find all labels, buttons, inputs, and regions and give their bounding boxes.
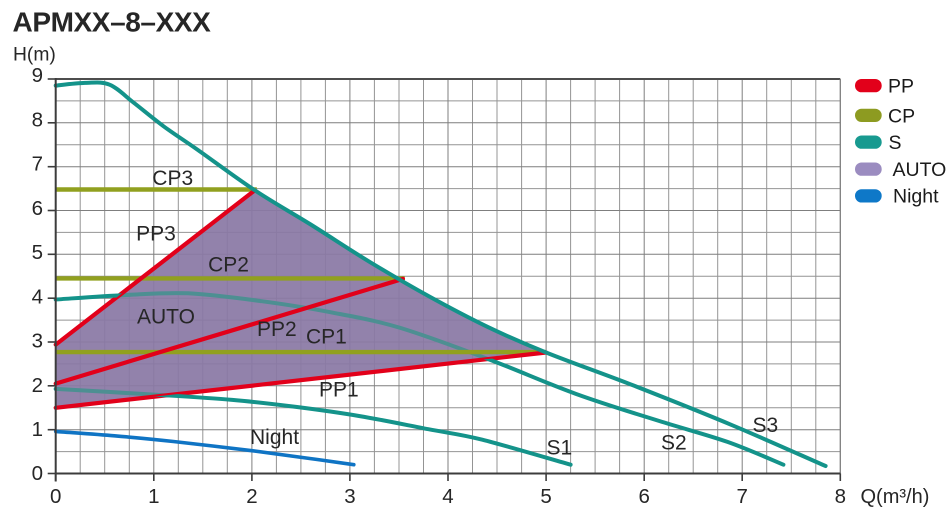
svg-text:0: 0	[32, 462, 43, 485]
svg-text:S2: S2	[661, 432, 687, 455]
svg-text:CP2: CP2	[208, 253, 249, 276]
svg-text:Night: Night	[250, 426, 299, 449]
svg-text:S1: S1	[547, 437, 573, 460]
svg-text:S3: S3	[753, 414, 779, 437]
svg-text:Q(m³/h): Q(m³/h)	[861, 486, 930, 508]
svg-text:PP1: PP1	[319, 379, 359, 402]
svg-text:7: 7	[32, 153, 43, 176]
svg-text:AUTO: AUTO	[137, 305, 195, 328]
svg-text:6: 6	[638, 485, 649, 508]
svg-text:4: 4	[442, 485, 453, 508]
svg-text:H(m): H(m)	[13, 45, 56, 66]
svg-text:S: S	[889, 132, 902, 154]
svg-text:2: 2	[32, 374, 43, 397]
svg-text:CP1: CP1	[306, 326, 347, 349]
svg-text:6: 6	[32, 197, 43, 220]
svg-text:Night: Night	[893, 186, 939, 208]
svg-text:8: 8	[32, 108, 43, 131]
svg-text:4: 4	[32, 285, 43, 308]
svg-text:2: 2	[246, 485, 257, 508]
svg-text:1: 1	[148, 485, 159, 508]
svg-text:PP3: PP3	[136, 223, 176, 246]
svg-text:1: 1	[32, 418, 43, 441]
svg-text:5: 5	[32, 241, 43, 264]
svg-text:0: 0	[50, 485, 61, 508]
svg-text:3: 3	[344, 485, 355, 508]
svg-text:PP2: PP2	[257, 318, 297, 341]
svg-text:5: 5	[540, 485, 551, 508]
svg-text:APMXX–8–XXX: APMXX–8–XXX	[13, 7, 212, 38]
svg-text:3: 3	[32, 330, 43, 353]
svg-text:AUTO: AUTO	[893, 159, 947, 181]
svg-text:CP3: CP3	[152, 167, 193, 190]
svg-text:PP: PP	[888, 76, 914, 98]
svg-text:CP: CP	[888, 105, 915, 127]
svg-text:9: 9	[32, 64, 43, 87]
svg-text:8: 8	[835, 485, 846, 508]
svg-text:7: 7	[736, 485, 747, 508]
